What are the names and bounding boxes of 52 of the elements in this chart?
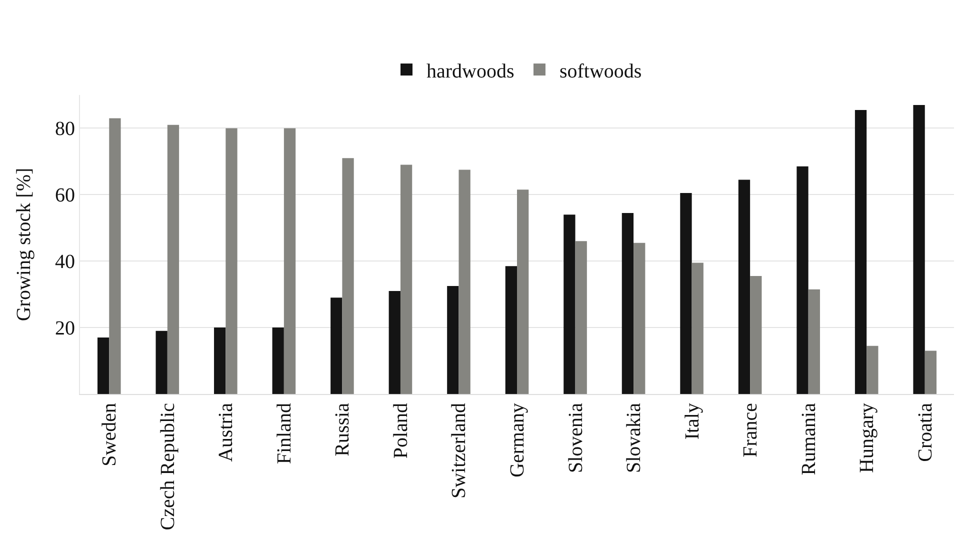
x-tick-label: Germany (506, 403, 528, 478)
y-tick-label: 20 (55, 318, 75, 340)
bar (750, 276, 762, 394)
bar (272, 328, 284, 394)
bar (575, 241, 587, 394)
bar (226, 128, 238, 394)
x-tick-label: Russia (332, 402, 354, 456)
x-tick-label: Slovenia (564, 402, 587, 473)
bar (388, 291, 400, 394)
bar (692, 262, 704, 394)
bar (680, 193, 692, 394)
bar (284, 128, 296, 394)
bar (913, 104, 925, 394)
y-axis-title: Growing stock [%] (13, 168, 35, 322)
bar (458, 170, 470, 394)
bar (517, 190, 529, 394)
x-tick-label: Slovakia (623, 402, 646, 473)
bar (634, 242, 646, 394)
bar (854, 110, 867, 394)
bar (342, 158, 354, 394)
x-tick-label: Finland (273, 403, 296, 464)
bar (214, 328, 226, 394)
x-tick-label: Austria (215, 402, 238, 462)
y-tick-label: 80 (55, 118, 75, 140)
x-tick-label: Poland (390, 403, 412, 459)
bar (97, 338, 110, 394)
bar (167, 124, 180, 394)
bar (808, 289, 820, 394)
bar (924, 350, 937, 394)
bar (400, 164, 412, 394)
x-tick-label: Switzerland (448, 403, 470, 499)
x-tick-label: Rumania (798, 402, 820, 476)
bar (156, 330, 168, 394)
bar (330, 298, 342, 394)
legend-label: softwoods (559, 60, 642, 82)
x-tick-label: Croatia (914, 402, 936, 462)
bar (505, 266, 517, 394)
y-tick-label: 40 (55, 251, 75, 274)
x-tick-label: France (740, 402, 762, 458)
x-tick-label: Hungary (856, 403, 878, 473)
bar (866, 346, 878, 394)
bar (796, 166, 808, 394)
legend-label: hardwoods (426, 60, 514, 82)
y-tick-label: 60 (55, 184, 75, 207)
bar (447, 286, 459, 394)
bar (109, 118, 121, 394)
bar (738, 180, 750, 394)
bar (564, 214, 576, 394)
x-tick-label: Czech Republic (156, 402, 179, 530)
bar (622, 212, 634, 394)
x-tick-label: Sweden (98, 403, 121, 466)
x-tick-label: Italy (681, 403, 704, 440)
